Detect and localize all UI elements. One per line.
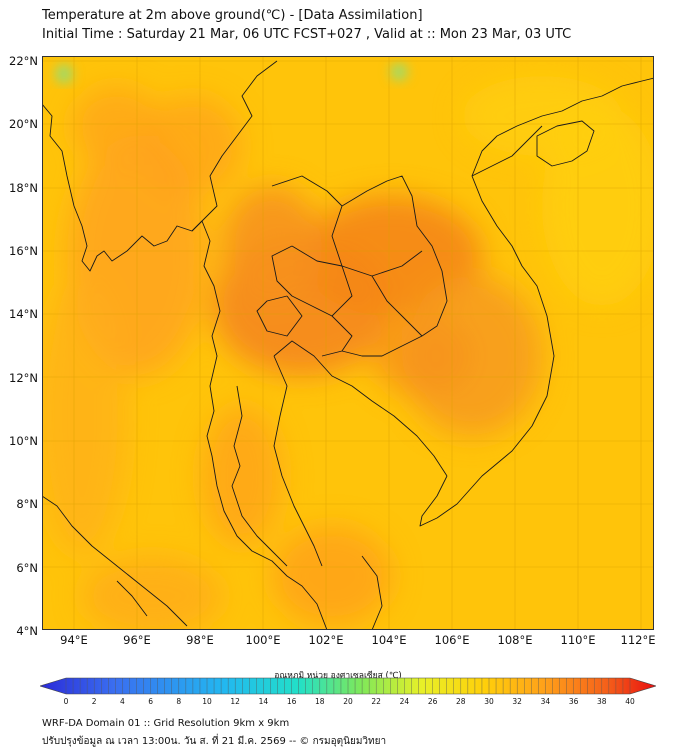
lon-label-98e: 98°E — [186, 633, 214, 647]
colorbar-tick-label: 8 — [176, 697, 182, 706]
lat-label-6n: 6°N — [16, 561, 38, 575]
colorbar-tick-label: 0 — [63, 697, 69, 706]
lat-label-10n: 10°N — [9, 434, 38, 448]
colorbar-tick-label: 18 — [315, 697, 325, 706]
colorbar — [40, 677, 656, 695]
graticule — [42, 56, 654, 630]
colorbar-tick-label: 22 — [371, 697, 381, 706]
lat-label-4n: 4°N — [16, 624, 38, 638]
colorbar-tick-label: 28 — [456, 697, 466, 706]
map-subtitle: Initial Time : Saturday 21 Mar, 06 UTC F… — [42, 27, 572, 42]
lat-label-8n: 8°N — [16, 497, 38, 511]
colorbar-tick-label: 6 — [148, 697, 153, 706]
map-border — [42, 56, 654, 630]
temperature-map — [42, 56, 654, 630]
colorbar-tick-label: 24 — [399, 697, 410, 706]
colorbar-tick-label: 16 — [286, 697, 297, 706]
lat-label-12n: 12°N — [9, 371, 38, 385]
lon-label-108e: 108°E — [497, 633, 533, 647]
colorbar-tick-label: 2 — [91, 697, 97, 706]
coastlines-and-borders — [42, 60, 654, 630]
lon-label-104e: 104°E — [371, 633, 407, 647]
lon-label-112e: 112°E — [620, 633, 656, 647]
colorbar-tick-label: 30 — [484, 697, 494, 706]
lat-label-18n: 18°N — [9, 181, 38, 195]
temperature-field-warm-zones — [42, 76, 654, 630]
cool-spots — [56, 64, 407, 83]
lat-label-20n: 20°N — [9, 117, 38, 131]
lon-label-94e: 94°E — [60, 633, 88, 647]
colorbar-tick-label: 4 — [120, 697, 125, 706]
colorbar-tick-label: 40 — [625, 697, 635, 706]
footer-update-info: ปรับปรุงข้อมูล ณ เวลา 13:00น. วัน ส. ที่… — [42, 736, 387, 747]
colorbar-tick-label: 14 — [258, 697, 269, 706]
colorbar-tick-label: 32 — [512, 697, 522, 706]
map-title: Temperature at 2m above ground(℃) - [Dat… — [42, 8, 423, 23]
lon-label-102e: 102°E — [308, 633, 344, 647]
colorbar-title: อุณหภูมิ หน่วย องศาเซลเซียส (℃) — [274, 671, 402, 681]
colorbar-tick-label: 36 — [568, 697, 579, 706]
colorbar-tick-label: 26 — [427, 697, 438, 706]
lon-label-110e: 110°E — [560, 633, 596, 647]
lat-label-16n: 16°N — [9, 244, 38, 258]
colorbar-tick-label: 12 — [230, 697, 240, 706]
footer-model-info: WRF-DA Domain 01 :: Grid Resolution 9km … — [42, 718, 290, 729]
colorbar-tick-label: 34 — [540, 697, 551, 706]
colorbar-tick-label: 10 — [202, 697, 212, 706]
colorbar-tick-label: 38 — [597, 697, 607, 706]
lon-label-106e: 106°E — [434, 633, 470, 647]
lat-label-14n: 14°N — [9, 307, 38, 321]
colorbar-tick-label: 20 — [343, 697, 353, 706]
lon-label-100e: 100°E — [245, 633, 281, 647]
lat-label-22n: 22°N — [9, 54, 38, 68]
lon-label-96e: 96°E — [123, 633, 151, 647]
